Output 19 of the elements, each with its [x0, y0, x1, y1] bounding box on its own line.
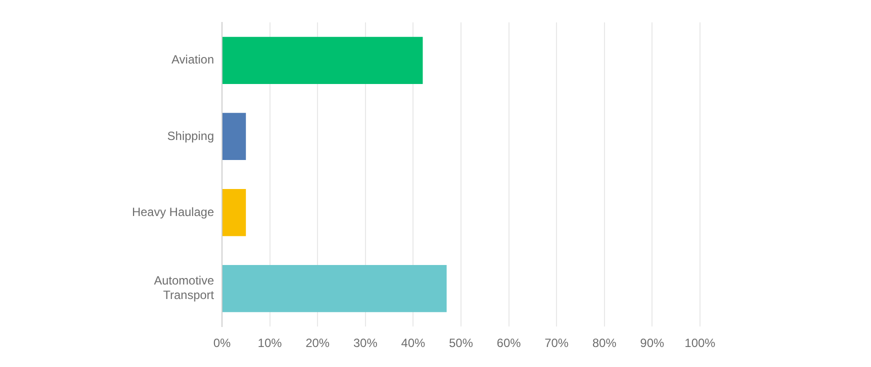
bar	[222, 36, 423, 84]
x-tick-label: 20%	[306, 336, 330, 350]
x-tick-label: 50%	[448, 336, 474, 350]
bar	[222, 112, 246, 160]
bar	[222, 188, 246, 236]
x-tick-label: 90%	[640, 336, 665, 350]
x-tick-label: 10%	[258, 336, 282, 350]
bar	[222, 265, 447, 312]
x-tick-label: 30%	[353, 336, 378, 350]
y-tick-label: Automotive Transport	[154, 274, 215, 302]
x-tick-label: 100%	[684, 336, 716, 350]
x-tick-label: 40%	[401, 336, 426, 350]
x-tick-label: 80%	[592, 336, 617, 350]
x-tick-label: 60%	[496, 336, 522, 350]
y-tick-label: Shipping	[167, 128, 214, 143]
x-tick-label: 70%	[544, 336, 569, 350]
y-tick-label: Aviation	[172, 52, 214, 67]
x-tick-label: 0%	[213, 336, 231, 350]
y-tick-label: Heavy Haulage	[132, 204, 214, 219]
